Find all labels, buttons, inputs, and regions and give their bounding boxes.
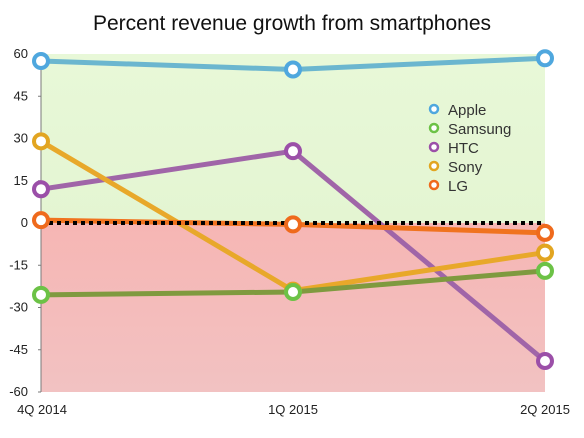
data-point-samsung[interactable] [284, 283, 302, 302]
data-point-apple[interactable] [284, 60, 302, 79]
chart-title: Percent revenue growth from smartphones [92, 12, 492, 35]
data-point-lg[interactable] [536, 223, 554, 242]
data-point-apple[interactable] [32, 52, 50, 71]
data-point-samsung[interactable] [536, 261, 554, 280]
negative-region [41, 223, 545, 392]
legend-marker-samsung [428, 122, 440, 134]
data-point-apple[interactable] [536, 49, 554, 68]
y-tick-label: -30 [9, 300, 28, 315]
data-point-htc[interactable] [32, 180, 50, 199]
data-point-sony[interactable] [32, 132, 50, 151]
legend-label-sony: Sony [448, 159, 483, 176]
legend-marker-htc [428, 141, 440, 153]
y-tick-label: -45 [9, 342, 28, 357]
x-tick-label: 2Q 2015 [520, 402, 570, 417]
legend-label-samsung: Samsung [448, 121, 511, 138]
data-point-lg[interactable] [284, 215, 302, 234]
legend-marker-sony [428, 160, 440, 172]
legend-marker-lg [428, 179, 440, 191]
y-tick-label: -60 [9, 384, 28, 399]
y-tick-label: -15 [9, 257, 28, 272]
y-tick-label: 60 [14, 46, 28, 61]
data-point-samsung[interactable] [32, 285, 50, 304]
data-point-lg[interactable] [32, 211, 50, 230]
data-point-htc[interactable] [536, 352, 554, 371]
y-tick-label: 0 [21, 215, 28, 230]
x-tick-label: 4Q 2014 [17, 402, 67, 417]
legend-marker-apple [428, 103, 440, 115]
legend-label-htc: HTC [448, 140, 479, 157]
positive-region [41, 54, 545, 223]
x-tick-label: 1Q 2015 [268, 402, 318, 417]
data-point-htc[interactable] [284, 142, 302, 161]
legend-label-lg: LG [448, 178, 468, 195]
data-point-sony[interactable] [536, 243, 554, 262]
legend-label-apple: Apple [448, 102, 486, 119]
y-tick-label: 30 [14, 131, 28, 146]
y-tick-label: 15 [14, 173, 28, 188]
y-tick-label: 45 [14, 88, 28, 103]
